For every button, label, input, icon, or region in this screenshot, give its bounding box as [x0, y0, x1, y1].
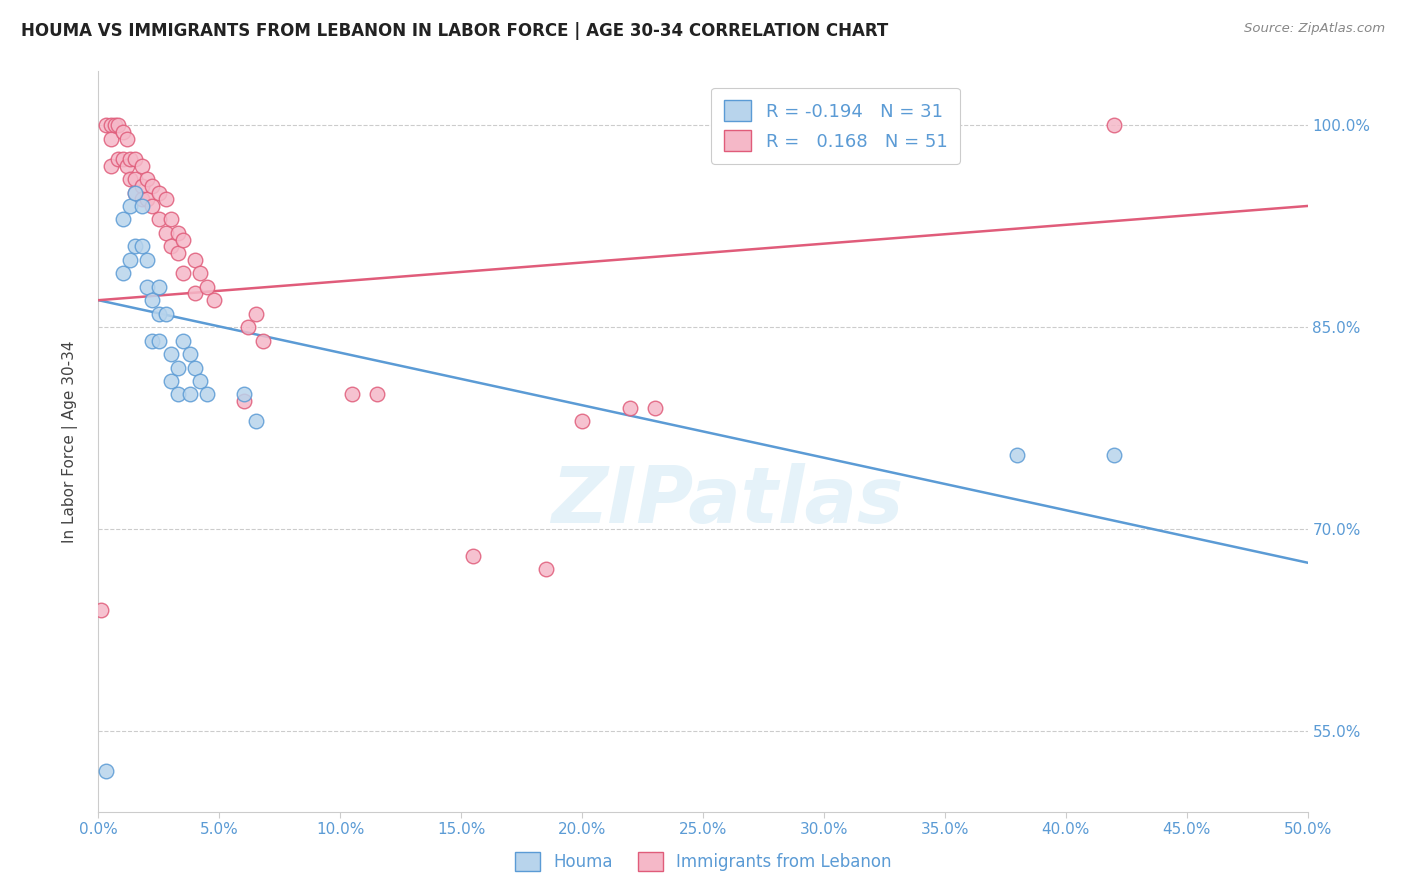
- Point: [124, 186, 146, 200]
- Point: [94, 118, 117, 132]
- Point: [131, 159, 153, 173]
- Point: [148, 334, 170, 348]
- Point: [167, 246, 190, 260]
- Point: [534, 562, 557, 576]
- Point: [245, 307, 267, 321]
- Point: [172, 233, 194, 247]
- Point: [124, 239, 146, 253]
- Point: [571, 414, 593, 428]
- Point: [366, 387, 388, 401]
- Point: [204, 293, 226, 308]
- Point: [619, 401, 641, 415]
- Point: [644, 401, 666, 415]
- Point: [135, 192, 157, 206]
- Point: [172, 334, 194, 348]
- Point: [141, 178, 163, 193]
- Point: [1102, 118, 1125, 132]
- Point: [167, 226, 190, 240]
- Point: [135, 252, 157, 267]
- Point: [463, 549, 485, 563]
- Text: HOUMA VS IMMIGRANTS FROM LEBANON IN LABOR FORCE | AGE 30-34 CORRELATION CHART: HOUMA VS IMMIGRANTS FROM LEBANON IN LABO…: [21, 22, 889, 40]
- Point: [1007, 448, 1029, 462]
- Point: [179, 347, 201, 361]
- Point: [111, 125, 134, 139]
- Point: [135, 172, 157, 186]
- Y-axis label: In Labor Force | Age 30-34: In Labor Force | Age 30-34: [62, 340, 77, 543]
- Point: [155, 307, 177, 321]
- Point: [107, 118, 129, 132]
- Point: [118, 152, 141, 166]
- Text: Source: ZipAtlas.com: Source: ZipAtlas.com: [1244, 22, 1385, 36]
- Point: [118, 172, 141, 186]
- Point: [131, 192, 153, 206]
- Point: [100, 131, 122, 145]
- Point: [131, 199, 153, 213]
- Point: [160, 374, 183, 388]
- Point: [141, 334, 163, 348]
- Point: [148, 186, 170, 200]
- Point: [167, 387, 190, 401]
- Point: [172, 266, 194, 280]
- Point: [184, 286, 207, 301]
- Point: [124, 152, 146, 166]
- Point: [104, 118, 127, 132]
- Point: [179, 387, 201, 401]
- Point: [141, 199, 163, 213]
- Point: [118, 252, 141, 267]
- Point: [188, 374, 211, 388]
- Point: [148, 279, 170, 293]
- Point: [195, 279, 218, 293]
- Point: [184, 360, 207, 375]
- Point: [111, 212, 134, 227]
- Point: [188, 266, 211, 280]
- Point: [135, 279, 157, 293]
- Point: [124, 186, 146, 200]
- Point: [118, 199, 141, 213]
- Point: [1102, 448, 1125, 462]
- Point: [100, 159, 122, 173]
- Point: [148, 307, 170, 321]
- Point: [184, 252, 207, 267]
- Legend: Houma, Immigrants from Lebanon: Houma, Immigrants from Lebanon: [506, 843, 900, 880]
- Text: ZIPatlas: ZIPatlas: [551, 463, 903, 539]
- Point: [342, 387, 364, 401]
- Point: [160, 239, 183, 253]
- Point: [117, 131, 139, 145]
- Point: [94, 764, 117, 779]
- Point: [141, 293, 163, 308]
- Point: [148, 212, 170, 227]
- Point: [111, 152, 134, 166]
- Point: [155, 192, 177, 206]
- Point: [245, 414, 267, 428]
- Point: [252, 334, 274, 348]
- Point: [160, 212, 183, 227]
- Point: [160, 347, 183, 361]
- Point: [195, 387, 218, 401]
- Point: [111, 266, 134, 280]
- Point: [131, 239, 153, 253]
- Legend: R = -0.194   N = 31, R =   0.168   N = 51: R = -0.194 N = 31, R = 0.168 N = 51: [711, 87, 960, 164]
- Point: [232, 394, 254, 409]
- Point: [232, 387, 254, 401]
- Point: [131, 178, 153, 193]
- Point: [124, 172, 146, 186]
- Point: [238, 320, 260, 334]
- Point: [155, 226, 177, 240]
- Point: [167, 360, 190, 375]
- Point: [117, 159, 139, 173]
- Point: [100, 118, 122, 132]
- Point: [107, 152, 129, 166]
- Point: [90, 603, 112, 617]
